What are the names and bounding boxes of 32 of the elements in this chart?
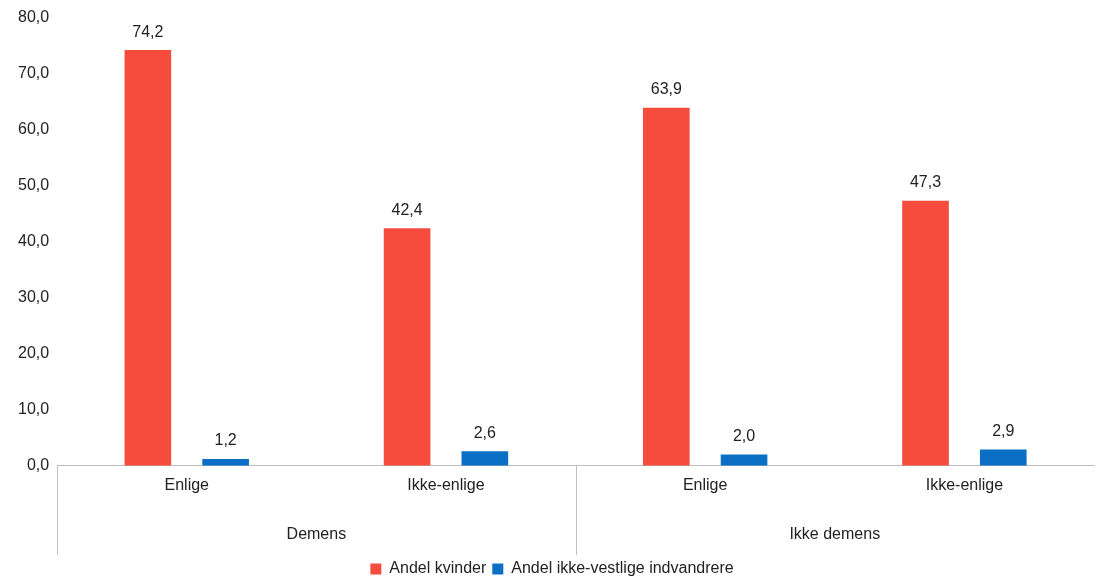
y-tick-label: 50,0 bbox=[18, 176, 50, 194]
data-label: 1,2 bbox=[214, 431, 237, 449]
y-tick-label: 70,0 bbox=[18, 64, 50, 82]
legend-label: Andel kvinder bbox=[389, 559, 487, 577]
y-tick-label: 0,0 bbox=[26, 456, 50, 474]
y-tick-label: 40,0 bbox=[18, 232, 50, 250]
y-tick-label: 80,0 bbox=[18, 8, 50, 26]
data-label: 2,0 bbox=[732, 427, 756, 444]
legend-label: Andel ikke-vestlige indvandrere bbox=[511, 559, 734, 577]
bar bbox=[383, 228, 431, 466]
x-tick-label: Ikke-enlige bbox=[925, 475, 1004, 493]
bar bbox=[902, 200, 949, 466]
data-label: 63,9 bbox=[650, 80, 682, 98]
y-tick-label: 10,0 bbox=[18, 400, 50, 418]
data-label: 47,3 bbox=[909, 173, 942, 191]
x-tick-label: Enlige bbox=[682, 475, 728, 493]
data-label: 2,9 bbox=[992, 421, 1015, 439]
text: Ikke demens bbox=[789, 525, 881, 543]
bar bbox=[461, 451, 509, 466]
x-tick-label: Ikke-enlige bbox=[407, 475, 485, 493]
y-tick-label: 30,0 bbox=[18, 288, 50, 306]
x-tick-label: Enlige bbox=[164, 475, 210, 493]
bar bbox=[979, 449, 1027, 466]
bar bbox=[202, 459, 249, 466]
bar bbox=[642, 107, 690, 466]
y-tick-label: 60,0 bbox=[18, 120, 50, 138]
data-label: 2,6 bbox=[473, 423, 497, 441]
text: Demens bbox=[286, 525, 347, 543]
data-label: 74,2 bbox=[132, 22, 164, 40]
bar bbox=[124, 50, 172, 466]
y-tick-label: 20,0 bbox=[18, 344, 50, 362]
data-label: 42,4 bbox=[391, 200, 423, 218]
